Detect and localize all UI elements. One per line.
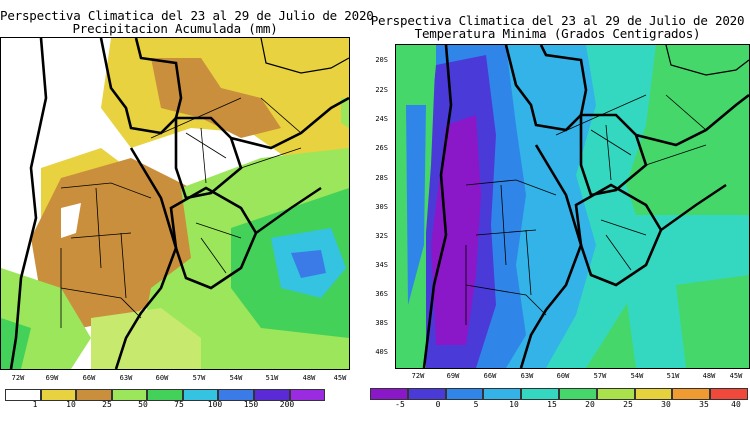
lon-label: 57W: [593, 372, 607, 380]
colorbar-swatch: [483, 388, 522, 400]
colorbar-tick: 20: [585, 400, 595, 409]
lon-label: 69W: [45, 374, 59, 382]
colorbar-tick: 40: [731, 400, 741, 409]
precip-title: Perspectiva Climatica del 23 al 29 de Ju…: [0, 8, 374, 23]
lat-label: 36S: [375, 290, 388, 298]
colorbar-tick: 0: [435, 400, 441, 409]
colorbar-tick: 75: [174, 400, 184, 409]
lon-label: 60W: [155, 374, 169, 382]
lon-label: 48W: [702, 372, 716, 380]
precipitation-colorbar: [5, 389, 326, 401]
colorbar-tick: 30: [661, 400, 671, 409]
lat-label: 26S: [375, 144, 388, 152]
colorbar-tick: 100: [207, 400, 223, 409]
colorbar-tick: 200: [279, 400, 295, 409]
lon-label: 72W: [11, 374, 25, 382]
colorbar-swatch: [710, 388, 748, 400]
colorbar-swatch: [558, 388, 597, 400]
lat-label: 28S: [375, 174, 388, 182]
lon-label: 66W: [82, 374, 96, 382]
precipitation-map-graphic: [1, 38, 349, 369]
lon-label: 60W: [556, 372, 570, 380]
temperature-panel: Perspectiva Climatica del 23 al 29 de Ju…: [365, 0, 750, 422]
colorbar-swatch: [40, 389, 77, 401]
lat-label: 30S: [375, 203, 388, 211]
colorbar-tick: 25: [623, 400, 633, 409]
lon-label: 48W: [302, 374, 316, 382]
colorbar-tick: 10: [509, 400, 519, 409]
colorbar-swatch: [147, 389, 183, 401]
colorbar-tick: 35: [699, 400, 709, 409]
lat-label: 22S: [375, 86, 388, 94]
colorbar-swatch: [407, 388, 446, 400]
colorbar-tick: 1: [32, 400, 38, 409]
precip-subtitle: Precipitacion Acumulada (mm): [72, 21, 278, 36]
lon-label: 63W: [119, 374, 133, 382]
lon-label: 63W: [520, 372, 534, 380]
colorbar-tick: 150: [243, 400, 259, 409]
colorbar-swatch: [5, 389, 41, 401]
lon-label: 57W: [192, 374, 206, 382]
lon-label: 51W: [666, 372, 680, 380]
colorbar-tick: 10: [66, 400, 76, 409]
colorbar-tick: 50: [138, 400, 148, 409]
lat-label: 20S: [375, 56, 388, 64]
lat-label: 34S: [375, 261, 388, 269]
precipitation-map[interactable]: [0, 37, 350, 370]
colorbar-tick: 25: [102, 400, 112, 409]
colorbar-tick: 15: [547, 400, 557, 409]
lat-label: 40S: [375, 348, 388, 356]
colorbar-tick: -5: [395, 400, 405, 409]
precipitation-panel: Perspectiva Climatica del 23 al 29 de Ju…: [0, 0, 374, 422]
lon-label: 45W: [333, 374, 347, 382]
colorbar-swatch: [370, 388, 408, 400]
temperature-map[interactable]: [395, 44, 750, 369]
lon-label: 66W: [483, 372, 497, 380]
lon-label: 54W: [630, 372, 644, 380]
colorbar-swatch: [218, 389, 254, 401]
colorbar-swatch: [76, 389, 112, 401]
lon-label: 45W: [729, 372, 743, 380]
colorbar-tick: 5: [473, 400, 479, 409]
temp-subtitle: Temperatura Minima (Grados Centigrados): [414, 26, 701, 41]
lon-label: 54W: [229, 374, 243, 382]
colorbar-swatch: [596, 388, 635, 400]
lon-label: 51W: [265, 374, 279, 382]
lat-label: 38S: [375, 319, 388, 327]
temp-title: Perspectiva Climatica del 23 al 29 de Ju…: [370, 13, 745, 28]
lon-label: 72W: [411, 372, 425, 380]
lat-label: 32S: [375, 232, 388, 240]
lon-label: 69W: [446, 372, 460, 380]
lat-label: 24S: [375, 115, 388, 123]
colorbar-swatch: [521, 388, 559, 400]
colorbar-swatch: [253, 389, 290, 401]
colorbar-swatch: [672, 388, 711, 400]
colorbar-swatch: [289, 389, 326, 401]
temperature-colorbar: [370, 388, 748, 400]
colorbar-swatch: [445, 388, 484, 400]
temperature-map-graphic: [396, 45, 749, 368]
colorbar-swatch: [634, 388, 673, 400]
colorbar-swatch: [182, 389, 219, 401]
colorbar-swatch: [111, 389, 148, 401]
